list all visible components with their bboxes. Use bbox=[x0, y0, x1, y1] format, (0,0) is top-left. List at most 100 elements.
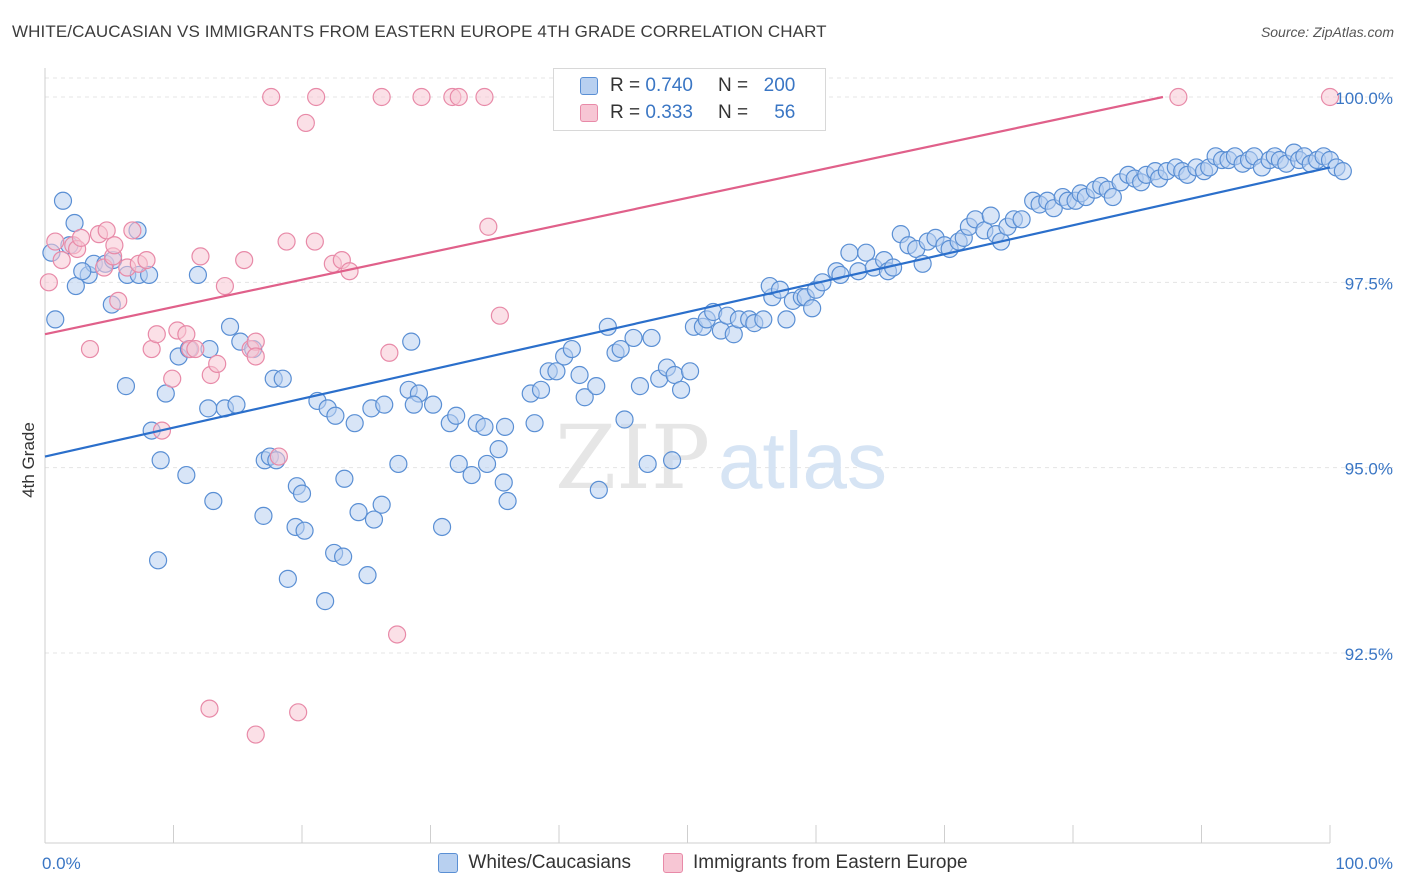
whites-point bbox=[840, 243, 859, 262]
whites-point bbox=[423, 395, 443, 414]
legend-n-value: 200 bbox=[763, 75, 796, 96]
whites-point bbox=[624, 328, 643, 348]
y-tick-label: 100.0% bbox=[1335, 89, 1393, 108]
immigrants-point bbox=[380, 343, 399, 362]
whites-point bbox=[1333, 162, 1352, 181]
immigrants-point bbox=[177, 325, 196, 344]
legend-label-whites: Whites/Caucasians bbox=[468, 852, 632, 873]
whites-point bbox=[116, 377, 136, 396]
immigrants-point bbox=[163, 369, 182, 388]
immigrants-point bbox=[289, 703, 308, 722]
legend-n-value: 56 bbox=[774, 102, 796, 123]
whites-point bbox=[53, 191, 73, 210]
legend-swatch-blue bbox=[580, 77, 598, 95]
whites-point bbox=[295, 521, 314, 540]
whites-point bbox=[547, 362, 566, 381]
whites-point bbox=[375, 395, 394, 414]
source-credit: Source: ZipAtlas.com bbox=[1260, 24, 1394, 40]
whites-point bbox=[449, 454, 468, 474]
whites-point bbox=[562, 339, 581, 359]
legend-row-immigrants: R = 0.333 N = 56 bbox=[580, 100, 795, 126]
legend-n-label: N = bbox=[717, 75, 749, 96]
immigrants-point bbox=[449, 87, 468, 107]
whites-point bbox=[73, 262, 92, 281]
whites-point bbox=[475, 417, 494, 436]
whites-point bbox=[981, 206, 1000, 225]
whites-point bbox=[754, 310, 773, 329]
immigrants-point bbox=[97, 221, 116, 240]
immigrants-point bbox=[109, 291, 128, 310]
immigrants-point bbox=[191, 247, 210, 266]
whites-point bbox=[402, 332, 421, 351]
whites-point bbox=[662, 451, 682, 470]
whites-point bbox=[204, 491, 223, 511]
immigrants-point bbox=[372, 87, 391, 107]
immigrants-point bbox=[1320, 87, 1340, 107]
series-whites-points bbox=[42, 143, 1352, 611]
series-immigrants-points bbox=[39, 87, 1340, 744]
whites-point bbox=[389, 454, 408, 474]
whites-point bbox=[1103, 187, 1122, 207]
legend-label-immigrants: Immigrants from Eastern Europe bbox=[693, 852, 968, 873]
immigrants-point bbox=[475, 87, 494, 107]
trend-lines bbox=[44, 95, 1331, 458]
whites-point bbox=[638, 454, 657, 474]
immigrants-point bbox=[246, 725, 265, 744]
immigrants-point bbox=[215, 276, 234, 296]
whites-point bbox=[335, 469, 354, 488]
y-tick-label: 95.0% bbox=[1345, 460, 1393, 479]
whites-point bbox=[364, 510, 384, 529]
whites-point bbox=[477, 454, 497, 474]
immigrants-point bbox=[80, 339, 100, 359]
whites-point bbox=[372, 495, 391, 514]
legend-swatch-pink bbox=[580, 104, 598, 122]
legend-row-whites: R = 0.740 N = 200 bbox=[580, 73, 795, 99]
legend-r-value: 0.740 bbox=[645, 75, 693, 96]
whites-point bbox=[462, 465, 481, 485]
whites-point bbox=[46, 310, 65, 329]
immigrants-point bbox=[46, 232, 65, 251]
immigrants-point bbox=[277, 232, 296, 251]
watermark: ZIP atlas bbox=[555, 406, 887, 509]
x-tick-label: 100.0% bbox=[1335, 854, 1393, 873]
whites-point bbox=[589, 480, 608, 500]
trend-line-immigrants bbox=[44, 95, 1164, 336]
whites-point bbox=[278, 569, 297, 588]
immigrants-point bbox=[137, 250, 156, 270]
immigrants-point bbox=[296, 113, 315, 133]
stats-legend: R = 0.740 N = 200 R = 0.333 N = 56 bbox=[553, 68, 826, 131]
whites-point bbox=[598, 317, 617, 336]
whites-point bbox=[495, 417, 515, 436]
immigrants-point bbox=[123, 221, 142, 240]
whites-point bbox=[525, 414, 544, 433]
immigrants-point bbox=[39, 273, 58, 292]
whites-point bbox=[404, 395, 423, 414]
trend-line-whites bbox=[44, 166, 1331, 458]
immigrants-point bbox=[246, 347, 265, 366]
immigrants-point bbox=[387, 625, 407, 644]
whites-point bbox=[254, 506, 273, 525]
whites-point bbox=[630, 377, 650, 396]
legend-r-value: 0.333 bbox=[645, 102, 693, 123]
whites-point bbox=[199, 399, 218, 418]
legend-r-label: R = bbox=[610, 102, 641, 123]
whites-point bbox=[671, 380, 691, 399]
whites-point bbox=[494, 473, 513, 492]
whites-point bbox=[803, 299, 822, 318]
tick-labels: 92.5% 95.0% 97.5% 100.0% 0.0% 100.0% bbox=[42, 89, 1393, 873]
whites-point bbox=[358, 566, 377, 585]
whites-point bbox=[148, 551, 168, 570]
y-tick-label: 97.5% bbox=[1345, 274, 1393, 293]
immigrants-point bbox=[269, 447, 288, 466]
whites-point bbox=[680, 362, 700, 381]
whites-point bbox=[349, 503, 368, 522]
legend-item-immigrants: Immigrants from Eastern Europe bbox=[663, 852, 968, 874]
whites-point bbox=[447, 406, 466, 425]
whites-point bbox=[227, 395, 246, 414]
whites-point bbox=[831, 265, 850, 285]
whites-point bbox=[326, 406, 345, 425]
legend-swatch-blue bbox=[438, 853, 459, 873]
whites-point bbox=[575, 388, 594, 407]
legend-r-label: R = bbox=[610, 75, 641, 96]
